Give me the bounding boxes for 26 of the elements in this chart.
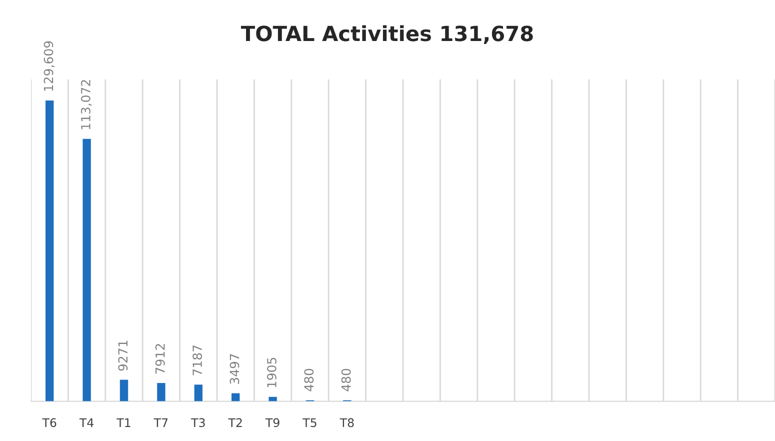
bar [82,138,91,402]
x-tick-label: T4 [79,418,94,427]
data-label: 1905 [266,358,276,388]
x-tick-label: T9 [265,418,280,428]
x-tick-label: T8 [340,418,354,428]
x-tick-label: T7 [154,418,168,427]
bar [46,100,54,402]
data-label: 9271 [118,340,128,371]
data-label: 7912 [155,344,165,374]
data-label: 113,072 [80,80,92,130]
bar [268,396,277,402]
bar [120,380,128,402]
data-label: 480 [304,368,314,392]
data-label: 480 [341,368,351,392]
x-tick-label: T5 [302,418,316,428]
chart-title: TOTAL Activities 131,678 [240,25,533,44]
x-tick-label: T2 [228,418,242,427]
data-label: 7187 [192,346,202,376]
x-tick-label: T1 [116,418,130,427]
data-label: 3497 [230,354,240,384]
data-label: 129,609 [44,41,54,91]
bar [157,382,166,402]
bar [232,393,240,402]
bar [194,384,202,402]
x-tick-label: T6 [42,418,56,428]
x-tick-label: T3 [191,418,205,428]
